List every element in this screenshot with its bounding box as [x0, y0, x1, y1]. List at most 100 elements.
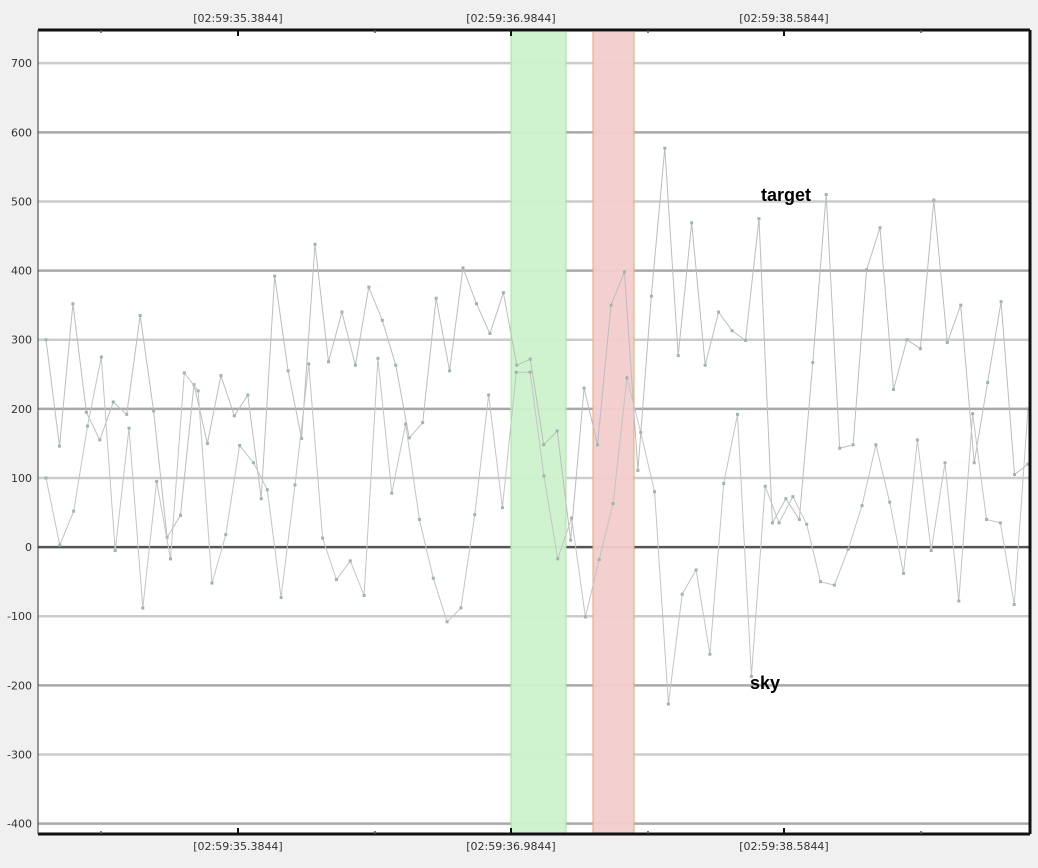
data-point	[860, 504, 864, 508]
data-point	[805, 522, 809, 526]
data-point	[865, 268, 869, 272]
data-point	[313, 242, 317, 246]
axis-layer	[37, 28, 1032, 836]
data-point	[390, 491, 394, 495]
data-point	[362, 593, 366, 597]
data-point	[636, 468, 640, 472]
data-point	[152, 409, 156, 413]
data-point	[407, 436, 411, 440]
data-point	[155, 479, 159, 483]
data-point	[570, 516, 574, 520]
data-point	[487, 393, 491, 397]
x-tick-label-bottom: [02:59:36.9844]	[466, 840, 555, 853]
data-point	[649, 294, 653, 298]
data-point	[125, 412, 129, 416]
data-point	[891, 387, 895, 391]
data-point	[851, 443, 855, 447]
data-point	[777, 521, 781, 525]
data-point	[819, 580, 823, 584]
data-point	[353, 363, 357, 367]
data-point	[1012, 602, 1016, 606]
x-tick-label-bottom: [02:59:38.5844]	[739, 840, 828, 853]
data-point	[932, 198, 936, 202]
data-point	[998, 521, 1002, 525]
data-point	[717, 310, 721, 314]
data-point	[690, 221, 694, 225]
data-point	[348, 559, 352, 563]
series-line	[45, 356, 1029, 705]
data-point	[703, 363, 707, 367]
data-point	[179, 513, 183, 517]
data-point	[666, 702, 670, 706]
data-point	[279, 596, 283, 600]
data-point	[757, 217, 761, 221]
data-point	[680, 592, 684, 596]
label-layer: 700 600 500 400 300 200 100 0 -100 -200 -300 -400 [0…	[7, 12, 829, 853]
data-point	[902, 571, 906, 575]
data-point	[542, 474, 546, 478]
x-tick-label-top: [02:59:38.5844]	[739, 12, 828, 25]
data-point	[846, 547, 850, 551]
annotation-target: target	[761, 185, 811, 205]
data-point	[957, 599, 961, 603]
y-tick-label: 200	[11, 403, 32, 416]
data-point	[474, 302, 478, 306]
data-point	[210, 581, 214, 585]
data-point	[192, 383, 196, 387]
data-point	[286, 369, 290, 373]
y-tick-label: 0	[25, 541, 32, 554]
data-point	[556, 557, 560, 561]
data-point	[569, 538, 573, 542]
data-point	[168, 557, 172, 561]
data-point	[749, 674, 753, 678]
data-point	[797, 517, 801, 521]
data-point	[501, 291, 505, 295]
data-point	[622, 270, 626, 274]
data-point	[58, 543, 62, 547]
data-point	[44, 338, 48, 342]
y-tick-label: 700	[11, 57, 32, 70]
data-point	[488, 331, 492, 335]
data-point	[722, 482, 726, 486]
data-point	[811, 361, 815, 365]
data-point	[127, 426, 131, 430]
data-point	[99, 355, 103, 359]
data-point	[293, 483, 297, 487]
data-point	[639, 430, 643, 434]
data-point	[448, 369, 452, 373]
data-point	[434, 296, 438, 300]
data-point	[394, 363, 398, 367]
y-tick-label: -100	[7, 610, 32, 623]
data-point	[71, 302, 75, 306]
annotation-sky: sky	[750, 673, 780, 693]
data-point	[708, 652, 712, 656]
data-point	[44, 476, 48, 480]
data-point	[736, 412, 740, 416]
data-point	[770, 521, 774, 525]
data-point	[334, 578, 338, 582]
data-point	[730, 329, 734, 333]
data-point	[326, 360, 330, 364]
data-point	[367, 285, 371, 289]
data-point	[300, 437, 304, 441]
data-point	[824, 193, 828, 197]
data-point	[376, 356, 380, 360]
data-point	[459, 606, 463, 610]
highlight-band	[593, 32, 634, 834]
data-point	[113, 549, 117, 553]
data-point	[98, 438, 102, 442]
data-point	[888, 500, 892, 504]
data-point	[500, 506, 504, 510]
data-point	[85, 424, 89, 428]
data-point	[929, 549, 933, 553]
data-point	[663, 146, 667, 150]
data-point	[959, 303, 963, 307]
data-point	[1013, 473, 1017, 477]
data-point	[1026, 462, 1030, 466]
data-point	[744, 338, 748, 342]
data-point	[380, 318, 384, 322]
data-point	[694, 568, 698, 572]
data-point	[555, 429, 559, 433]
data-point	[514, 370, 518, 374]
data-point	[611, 502, 615, 506]
